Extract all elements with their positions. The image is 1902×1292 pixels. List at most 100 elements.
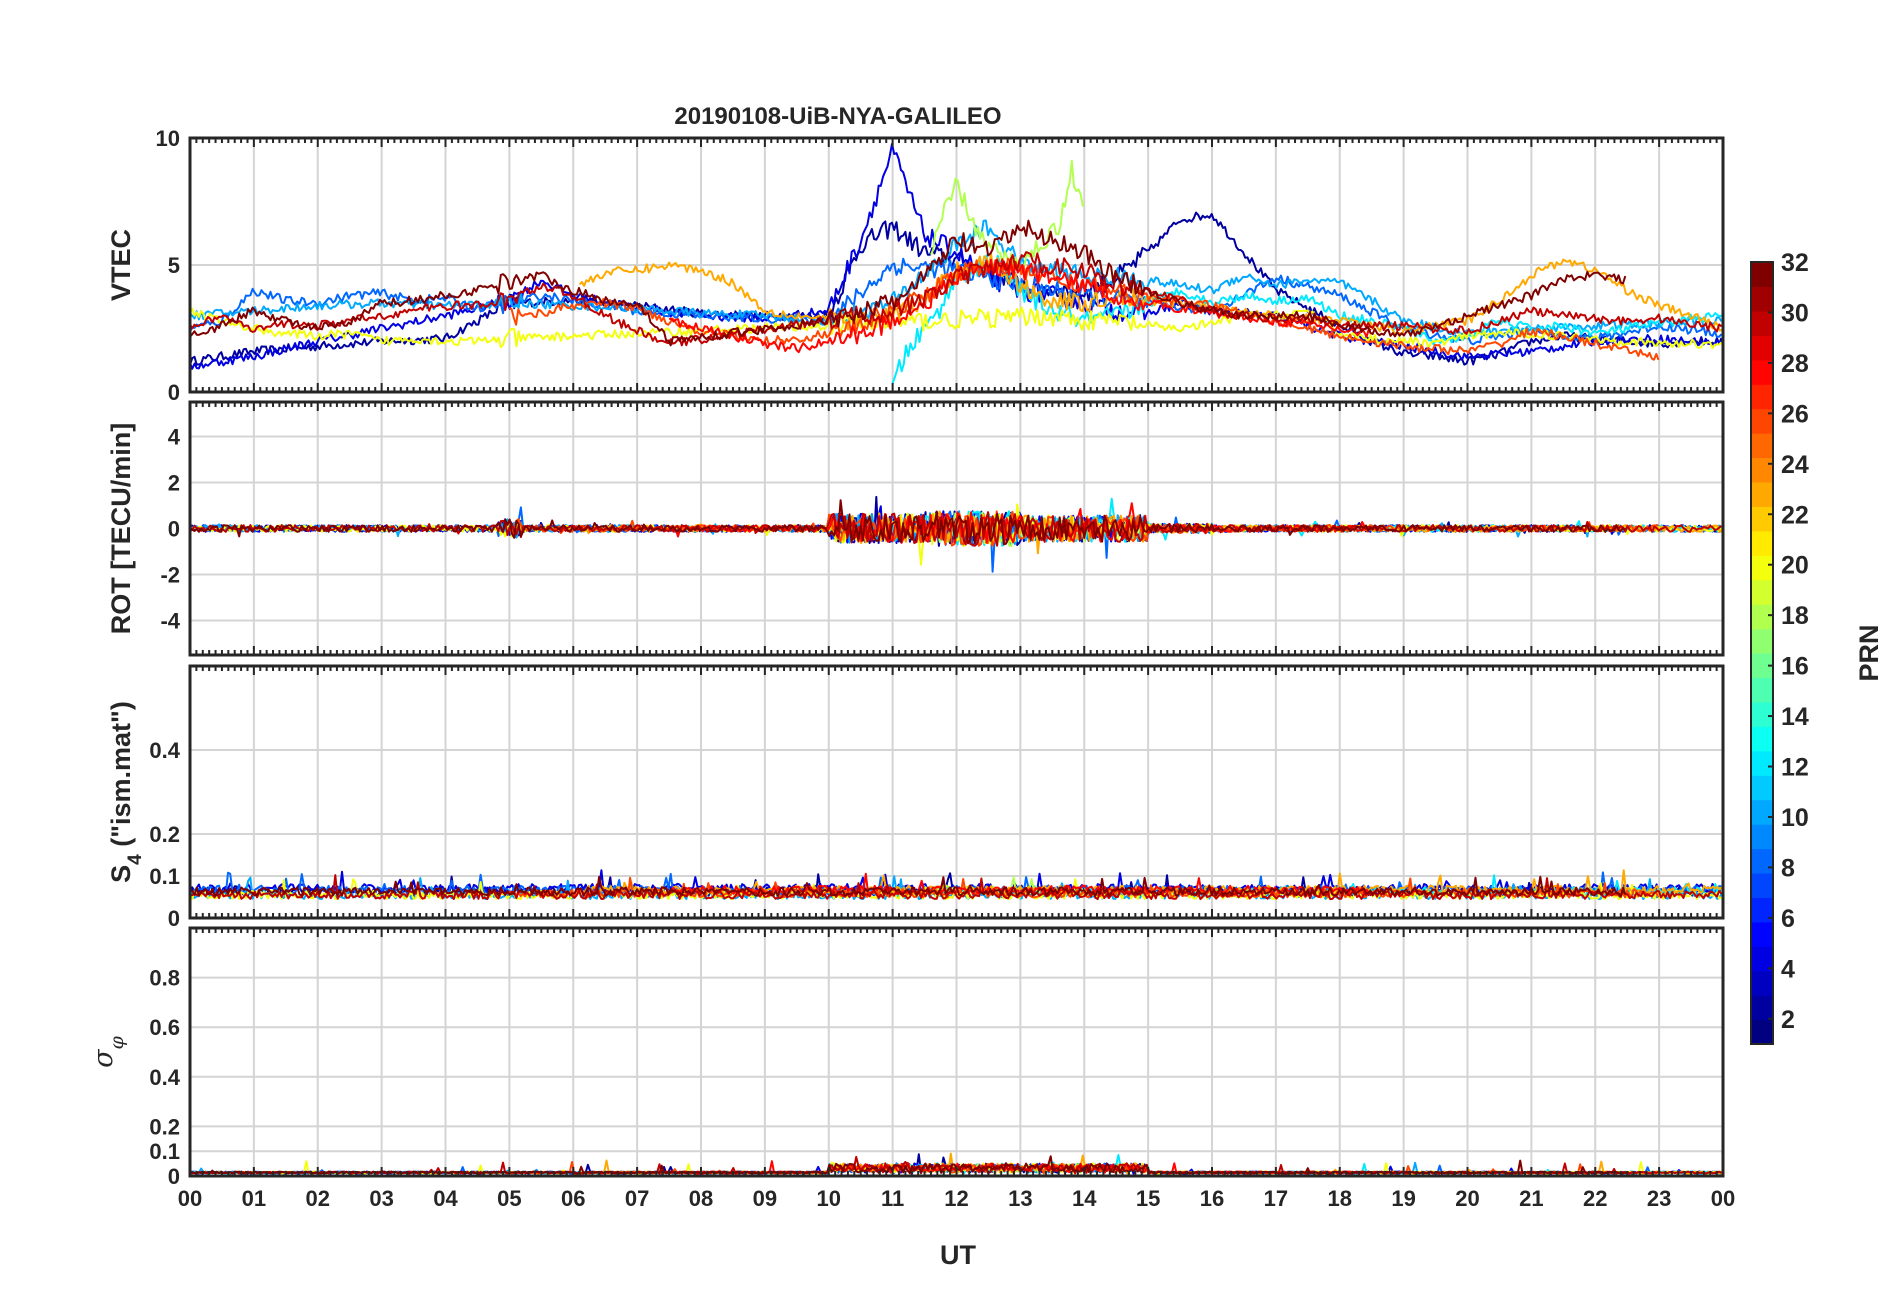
y-tick-label: 0.6	[149, 1015, 180, 1040]
y-tick-label: 0.4	[149, 1065, 180, 1090]
x-tick-label: 14	[1072, 1186, 1097, 1211]
colorbar-step	[1751, 995, 1773, 1021]
y-tick-label: -2	[160, 563, 180, 588]
series-prn-32	[190, 875, 1627, 897]
colorbar-step	[1751, 775, 1773, 801]
x-tick-label: 05	[497, 1186, 521, 1211]
colorbar-step	[1751, 359, 1773, 385]
colorbar-tick-label: 4	[1781, 955, 1795, 983]
colorbar-step	[1751, 653, 1773, 679]
colorbar-tick-label: 22	[1781, 501, 1809, 529]
y-tick-label: 0.1	[149, 1139, 180, 1164]
x-tick-label: 17	[1264, 1186, 1288, 1211]
series-group	[190, 869, 1723, 901]
series-prn-32	[190, 499, 1626, 546]
panel-4: 00.10.2 0.4 0.6 0.8 σφ	[88, 926, 1725, 1189]
colorbar-step	[1751, 506, 1773, 532]
colorbar-tick-label: 8	[1781, 854, 1795, 882]
y-axis-label-sub: φ	[106, 1035, 128, 1049]
y-axis-label: σφ	[88, 1035, 128, 1067]
colorbar-step	[1751, 604, 1773, 630]
colorbar-step	[1751, 433, 1773, 459]
y-axis-label: VTEC	[106, 229, 136, 301]
colorbar-tick-label: 10	[1781, 804, 1809, 832]
colorbar-step	[1751, 530, 1773, 556]
x-tick-label: 16	[1200, 1186, 1224, 1211]
colorbar-step	[1751, 286, 1773, 312]
colorbar-step	[1751, 384, 1773, 410]
colorbar-step	[1751, 481, 1773, 507]
x-tick-label: 09	[753, 1186, 777, 1211]
y-tick-label: 4	[168, 425, 181, 450]
colorbar-step	[1751, 335, 1773, 361]
colorbar-tick-label: 6	[1781, 905, 1795, 933]
y-tick-label: 0.4	[149, 738, 180, 763]
colorbar-step	[1751, 310, 1773, 336]
colorbar-step	[1751, 262, 1773, 288]
y-tick-label: 10	[156, 126, 180, 151]
colorbar-tick-label: 32	[1781, 249, 1809, 277]
panel-3: 0 0.1 0.2 0.4S4 ("ism.mat")	[106, 664, 1725, 931]
colorbar-step	[1751, 555, 1773, 581]
colorbar-step	[1751, 701, 1773, 727]
colorbar-step	[1751, 824, 1773, 850]
y-axis-label: ROT [TECU/min]	[106, 423, 136, 634]
y-axis-label-rest: ("ism.mat")	[106, 701, 136, 854]
series-group	[190, 495, 1723, 573]
colorbar-step	[1751, 946, 1773, 972]
colorbar-step	[1751, 921, 1773, 947]
colorbar-tick-label: 18	[1781, 602, 1809, 630]
panel-2: -4 -2 0 2 4 ROT [TECU/min]	[106, 400, 1725, 657]
series-prn-20	[190, 306, 1723, 350]
colorbar-step	[1751, 848, 1773, 874]
x-tick-label: 19	[1391, 1186, 1415, 1211]
colorbar-tick-label: 12	[1781, 754, 1809, 782]
series-prn-12	[891, 254, 1723, 384]
x-tick-label: 22	[1583, 1186, 1607, 1211]
colorbar-tick-label: 24	[1781, 451, 1809, 479]
x-tick-label: 08	[689, 1186, 713, 1211]
colorbar-step	[1751, 750, 1773, 776]
colorbar-step	[1751, 408, 1773, 434]
y-tick-label: 0.1	[149, 864, 180, 889]
colorbar-tick-label: 30	[1781, 299, 1809, 327]
x-tick-label: 02	[306, 1186, 330, 1211]
colorbar-tick-label: 16	[1781, 653, 1809, 681]
x-tick-label: 03	[369, 1186, 393, 1211]
y-tick-label: 2	[168, 471, 180, 496]
x-tick-label: 07	[625, 1186, 649, 1211]
series-prn-28	[669, 258, 1372, 354]
y-axis-label: S4 ("ism.mat")	[106, 701, 146, 883]
x-tick-label: 21	[1519, 1186, 1543, 1211]
y-tick-label: 0	[168, 1164, 180, 1189]
y-tick-label: 0.2	[149, 822, 180, 847]
x-tick-label: 23	[1647, 1186, 1671, 1211]
x-tick-label: 12	[944, 1186, 968, 1211]
y-tick-label: 0.2	[149, 1114, 180, 1139]
x-tick-label: 15	[1136, 1186, 1160, 1211]
series-group	[190, 142, 1723, 384]
colorbar-step	[1751, 628, 1773, 654]
y-tick-label: 5	[168, 253, 180, 278]
colorbar-step	[1751, 970, 1773, 996]
series-prn-32	[190, 1155, 1626, 1175]
series-prn-32	[190, 219, 1627, 347]
x-tick-label: 20	[1455, 1186, 1479, 1211]
colorbar-step	[1751, 1019, 1773, 1045]
chart-title: 20190108-UiB-NYA-GALILEO	[674, 103, 1001, 130]
series-prn-10	[190, 219, 1723, 337]
x-tick-label: 18	[1328, 1186, 1352, 1211]
colorbar-tick-label: 2	[1781, 1006, 1795, 1034]
x-tick-label: 10	[817, 1186, 841, 1211]
colorbar-step	[1751, 579, 1773, 605]
y-tick-label: 0	[168, 906, 180, 931]
series-prn-30	[190, 251, 1723, 347]
y-tick-label: 0	[168, 517, 180, 542]
colorbar-step	[1751, 677, 1773, 703]
x-tick-label: 04	[433, 1186, 458, 1211]
colorbar-step	[1751, 872, 1773, 898]
y-tick-label: 0.8	[149, 966, 180, 991]
x-axis-label: UT	[940, 1240, 976, 1270]
